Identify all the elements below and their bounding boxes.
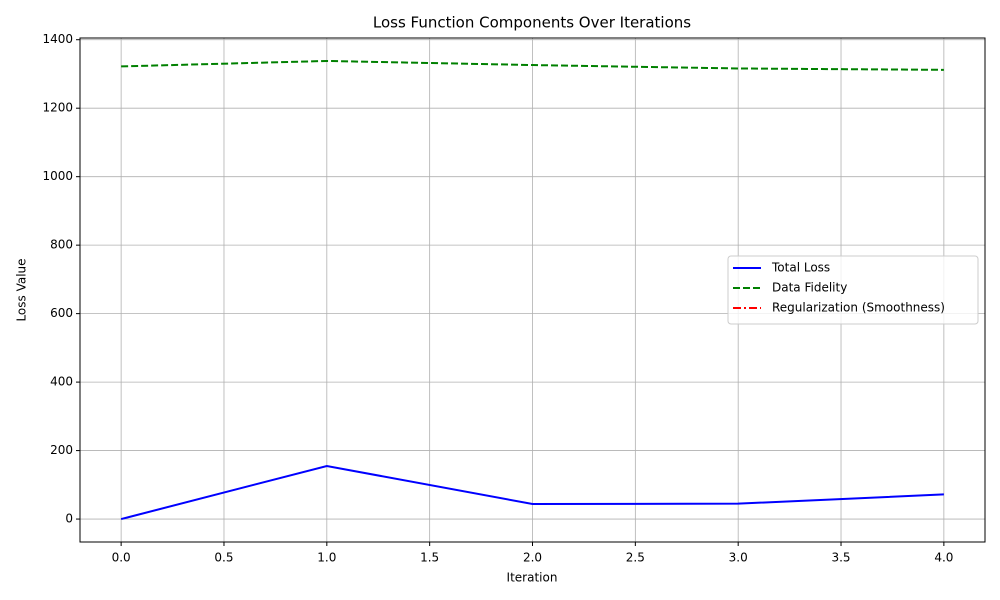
legend-label: Regularization (Smoothness): [772, 301, 945, 315]
x-tick-label: 2.5: [626, 551, 645, 565]
x-tick-label: 3.5: [831, 551, 850, 565]
legend-label: Total Loss: [771, 261, 830, 275]
y-tick-label: 1000: [42, 169, 73, 183]
series-line: [120, 464, 944, 521]
x-axis-label: Iteration: [507, 571, 558, 585]
y-tick-label: 0: [65, 512, 73, 526]
y-tick-label: 400: [50, 375, 73, 389]
x-tick-label: 3.0: [729, 551, 748, 565]
y-tick-label: 200: [50, 443, 73, 457]
x-tick-label: 1.5: [420, 551, 439, 565]
legend-box: [727, 255, 979, 325]
y-axis-label: Loss Value: [15, 258, 29, 321]
y-tick-label: 800: [50, 238, 73, 252]
x-tick-label: 0.5: [214, 551, 233, 565]
y-tick-label: 1200: [42, 101, 73, 115]
y-tick-label: 1400: [42, 32, 73, 46]
y-tick-label: 600: [50, 306, 73, 320]
x-tick-label: 0.0: [112, 551, 131, 565]
x-tick-label: 4.0: [934, 551, 953, 565]
chart-title: Loss Function Components Over Iterations: [373, 14, 691, 32]
plot-frame: [79, 37, 986, 543]
x-tick-label: 1.0: [317, 551, 336, 565]
legend-label: Data Fidelity: [772, 281, 847, 295]
series-line: [121, 59, 944, 71]
x-tick-label: 2.0: [523, 551, 542, 565]
